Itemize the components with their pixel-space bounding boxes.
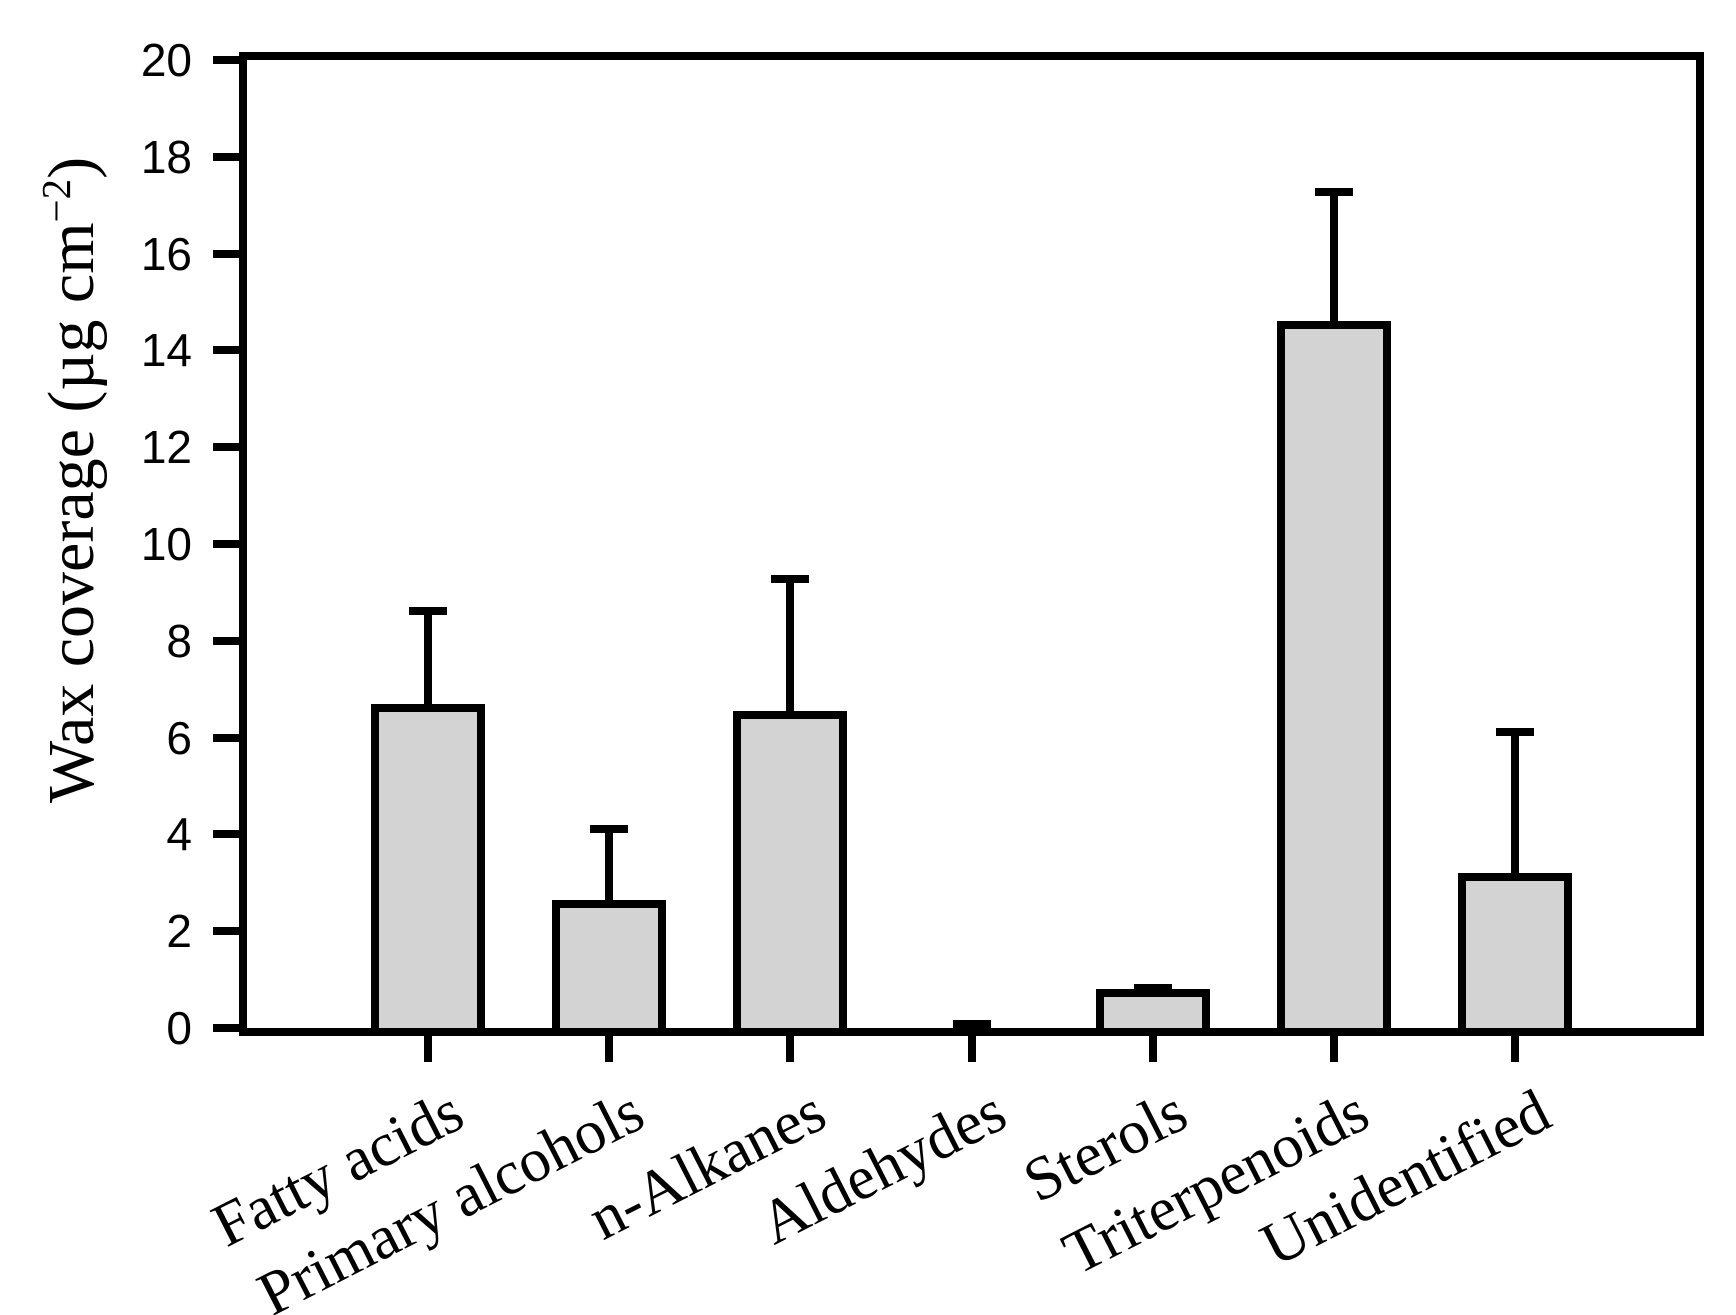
x-tick-primary-alcohols <box>605 1036 614 1062</box>
plot-area: 0 2 4 6 8 10 12 14 16 18 20 Fatty acids Primary alco… <box>141 34 1696 1315</box>
x-tick-aldehydes <box>967 1036 976 1062</box>
y-tick-label-10: 10 <box>140 518 192 570</box>
x-tick-sterols <box>1148 1036 1157 1062</box>
y-tick-label-12: 12 <box>140 421 192 474</box>
y-tick-20 <box>213 56 239 64</box>
error-bar-cap-fatty-acids <box>409 606 448 615</box>
y-tick-label-16: 16 <box>140 227 192 280</box>
y-tick-label-8: 8 <box>166 614 192 667</box>
x-tick-triterpenoids <box>1329 1036 1338 1062</box>
y-tick-label-0: 0 <box>166 1002 192 1054</box>
y-tick-2 <box>213 927 239 936</box>
error-bar-cap-aldehydes <box>952 1020 991 1028</box>
error-bar-cap-sterols <box>1133 984 1172 993</box>
y-tick-0 <box>213 1024 239 1032</box>
bar-unidentified <box>1457 873 1572 1028</box>
error-bar-cap-n-alkanes <box>771 575 810 584</box>
bar-primary-alcohols <box>552 899 667 1028</box>
y-tick-14 <box>213 346 239 355</box>
bar-sterols <box>1095 989 1210 1028</box>
error-bar-cap-primary-alcohols <box>590 824 629 833</box>
bar-triterpenoids <box>1276 321 1391 1028</box>
bar-fatty-acids <box>371 703 486 1028</box>
y-tick-18 <box>213 152 239 161</box>
bar-n-alkanes <box>733 710 848 1028</box>
x-tick-fatty-acids <box>424 1036 433 1062</box>
error-bar-line-n-alkanes <box>786 583 795 713</box>
plot-frame <box>239 52 1704 1036</box>
y-tick-label-20: 20 <box>140 34 192 86</box>
error-bar-line-unidentified <box>1510 735 1519 876</box>
error-bar-line-primary-alcohols <box>605 832 614 902</box>
y-tick-4 <box>213 830 239 839</box>
error-bar-line-triterpenoids <box>1329 196 1338 324</box>
y-tick-6 <box>213 733 239 742</box>
y-tick-16 <box>213 249 239 258</box>
y-tick-label-6: 6 <box>166 711 192 764</box>
y-tick-12 <box>213 443 239 452</box>
error-bar-cap-triterpenoids <box>1314 188 1353 197</box>
y-tick-label-4: 4 <box>166 808 192 861</box>
y-tick-label-2: 2 <box>166 905 192 958</box>
x-tick-unidentified <box>1510 1036 1519 1062</box>
error-bar-line-fatty-acids <box>424 614 433 706</box>
x-tick-n-alkanes <box>786 1036 795 1062</box>
y-tick-label-14: 14 <box>140 324 192 377</box>
y-tick-10 <box>213 540 239 548</box>
error-bar-cap-unidentified <box>1495 727 1534 736</box>
y-tick-8 <box>213 636 239 645</box>
y-tick-label-18: 18 <box>140 130 192 183</box>
